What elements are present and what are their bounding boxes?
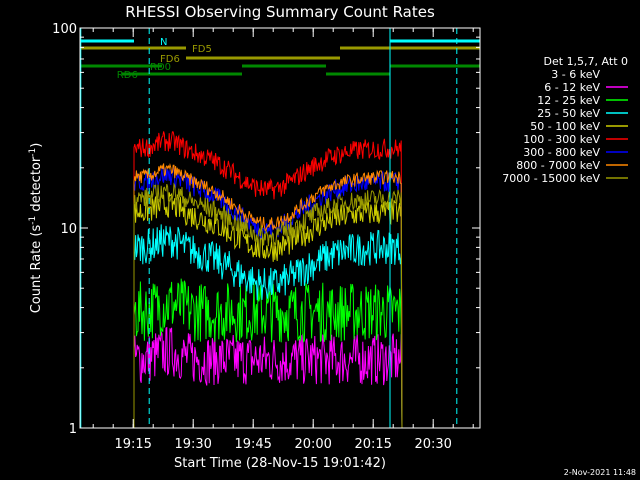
legend-label-5: 100 - 300 keV — [523, 133, 600, 146]
x-axis-ticks: 19:15 19:30 19:45 20:00 20:15 20:30 — [92, 28, 474, 452]
series-line-8 — [133, 182, 403, 429]
legend-label-0: 3 - 6 keV — [551, 68, 600, 81]
x-tick-label: 19:30 — [174, 437, 211, 452]
y-axis-ticks: 1 10 100 — [52, 22, 480, 437]
series-line-5 — [133, 131, 403, 429]
status-bar-label-rd0: RD0 — [150, 62, 171, 73]
x-tick-label: 19:45 — [234, 437, 271, 452]
legend-title: Det 1,5,7, Att 0 — [544, 55, 628, 68]
y-axis-label-end: ) — [29, 143, 44, 148]
y-tick-label: 1 — [69, 422, 77, 437]
series-line-7 — [133, 163, 403, 429]
status-bar-label-n: N — [160, 37, 167, 48]
legend-label-4: 50 - 100 keV — [530, 120, 600, 133]
y-axis-label-mid: detector — [29, 156, 44, 216]
legend-label-8: 7000 - 15000 keV — [502, 172, 600, 185]
series-line-2 — [133, 278, 403, 429]
x-tick-label: 19:15 — [114, 437, 151, 452]
status-bar-label-rd6: RD6 — [117, 70, 138, 81]
y-axis-label-sup2: -1 — [28, 148, 38, 157]
series-line-3 — [133, 224, 403, 429]
legend-label-3: 25 - 50 keV — [537, 107, 600, 120]
y-tick-label: 10 — [60, 222, 77, 237]
legend-label-7: 800 - 7000 keV — [516, 159, 600, 172]
timestamp: 2-Nov-2021 11:48 — [564, 468, 636, 477]
legend-label-1: 6 - 12 keV — [544, 81, 600, 94]
status-bar-label-fd6: FD6 — [160, 54, 180, 65]
legend-label-6: 300 - 800 keV — [523, 146, 600, 159]
x-tick-label: 20:00 — [294, 437, 331, 452]
chart-title: RHESSI Observing Summary Count Rates — [125, 3, 435, 21]
legend-label-2: 12 - 25 keV — [537, 94, 600, 107]
x-tick-label: 20:15 — [354, 437, 391, 452]
y-axis-label-sup1: -1 — [28, 216, 38, 225]
y-tick-label: 100 — [52, 22, 77, 37]
y-axis-label-main: Count Rate (s — [29, 225, 44, 314]
x-tick-label: 20:30 — [414, 437, 451, 452]
series-group — [133, 131, 403, 429]
status-bar-label-fd5: FD5 — [192, 44, 212, 55]
y-axis-label: Count Rate (s-1 detector-1) — [28, 143, 44, 314]
x-axis-label: Start Time (28-Nov-15 19:01:42) — [174, 456, 386, 471]
